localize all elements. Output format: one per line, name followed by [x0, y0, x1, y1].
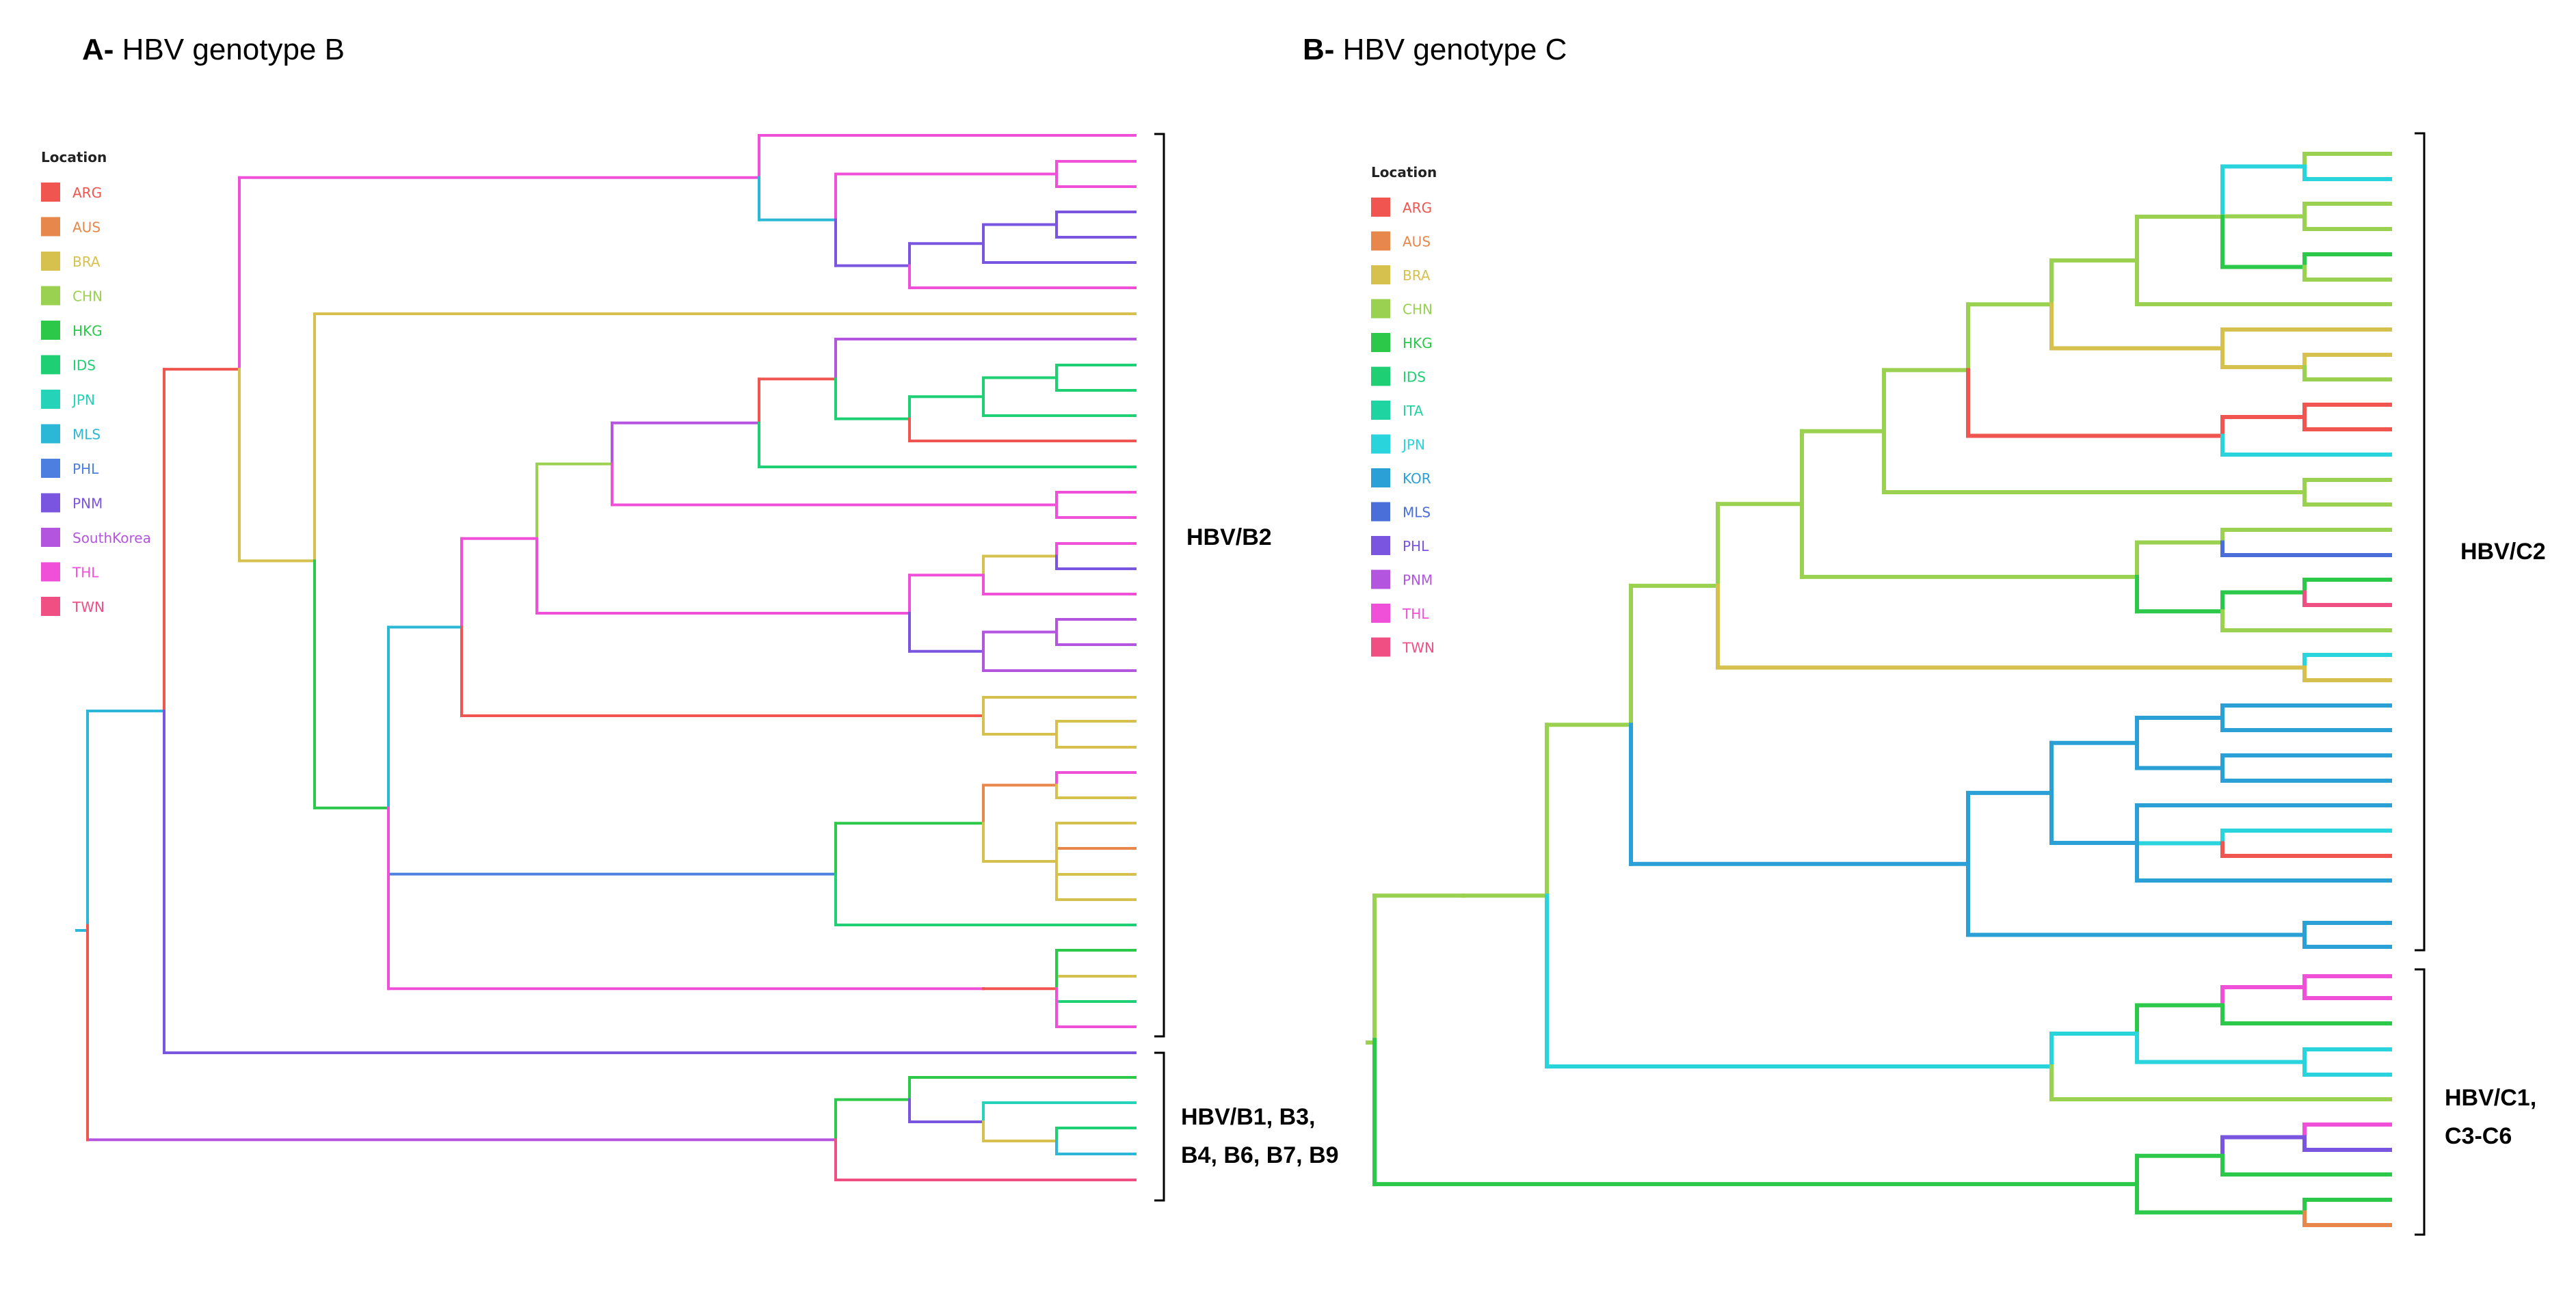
- legend-swatch: [1371, 198, 1390, 217]
- legend-a: Location ARG AUS BRA CHN HKG IDS JPN MLS PHL PNM So…: [41, 149, 151, 616]
- clade-c-other-label: C3-C6: [2445, 1123, 2512, 1149]
- panel-a-title-text: HBV genotype B: [114, 33, 345, 66]
- legend-label: HKG: [1403, 335, 1433, 351]
- clade-b-other-label: HBV/B1, B3,: [1181, 1104, 1316, 1130]
- legend-label: HKG: [72, 323, 103, 339]
- clade-b-other-bracket: [1154, 1051, 1165, 1202]
- legend-swatch: [41, 528, 60, 547]
- legend-swatch: [1371, 468, 1390, 487]
- clade-c-other-bracket: [2415, 968, 2426, 1236]
- panel-b-title: B- HBV genotype C: [1303, 33, 1567, 67]
- legend-title: Location: [1371, 164, 1437, 180]
- legend-swatch: [41, 459, 60, 478]
- legend-label: CHN: [1403, 301, 1433, 318]
- legend-label: AUS: [1403, 234, 1431, 250]
- legend-label: AUS: [72, 219, 101, 236]
- legend-swatch: [1371, 401, 1390, 420]
- legend-label: JPN: [1401, 437, 1425, 453]
- clade-c2-bracket: [2415, 132, 2426, 952]
- legend-label: MLS: [1403, 505, 1431, 521]
- legend-label: BRA: [72, 254, 101, 270]
- legend-label: IDS: [72, 358, 96, 374]
- legend-swatch: [41, 562, 60, 582]
- legend-label: PNM: [1403, 572, 1433, 589]
- legend-label: PHL: [1403, 538, 1429, 554]
- panel-b-title-text: HBV genotype C: [1334, 33, 1567, 66]
- clade-b-other-label: B4, B6, B7, B9: [1181, 1142, 1339, 1168]
- clade-brackets-b: HBV/C2 HBV/C1, C3-C6: [2415, 132, 2546, 1236]
- legend-swatch: [1371, 366, 1390, 386]
- legend-swatch: [41, 597, 60, 616]
- tree-a: [75, 134, 1137, 1181]
- legend-swatch: [1371, 333, 1390, 352]
- clade-b2-label: HBV/B2: [1186, 524, 1272, 550]
- legend-label: CHN: [72, 288, 103, 305]
- legend-swatch: [41, 321, 60, 340]
- legend-swatch: [41, 355, 60, 375]
- clade-brackets-a: HBV/B2 HBV/B1, B3, B4, B6, B7, B9: [1154, 133, 1339, 1202]
- legend-label: PHL: [72, 461, 99, 477]
- legend-title: Location: [41, 149, 107, 165]
- legend-label: PNM: [72, 496, 103, 512]
- legend-swatch: [1371, 434, 1390, 454]
- legend-swatch: [1371, 604, 1390, 623]
- clade-c2-label: HBV/C2: [2460, 539, 2546, 565]
- legend-label: BRA: [1403, 267, 1431, 284]
- legend-swatch: [41, 424, 60, 444]
- legend-swatch: [41, 217, 60, 237]
- legend-swatch: [1371, 637, 1390, 657]
- legend-label: IDS: [1403, 369, 1426, 386]
- legend-swatch: [41, 390, 60, 409]
- clade-b2-bracket: [1154, 133, 1165, 1038]
- legend-swatch: [1371, 536, 1390, 555]
- legend-swatch: [1371, 231, 1390, 251]
- legend-label: JPN: [71, 392, 95, 408]
- legend-label: MLS: [72, 427, 101, 443]
- clade-c-other-label: HBV/C1,: [2445, 1085, 2536, 1111]
- legend-swatch: [1371, 569, 1390, 589]
- legend-swatch: [1371, 502, 1390, 522]
- legend-label: ITA: [1403, 403, 1424, 419]
- legend-label: ARG: [72, 185, 102, 201]
- legend-swatch: [41, 493, 60, 513]
- panel-a-letter: A-: [82, 33, 114, 66]
- legend-swatch: [1371, 265, 1390, 284]
- legend-label: SouthKorea: [72, 530, 151, 546]
- legend-label: THL: [1402, 606, 1429, 622]
- legend-swatch: [1371, 299, 1390, 319]
- panel-b-letter: B-: [1303, 33, 1335, 66]
- panel-a-title: A- HBV genotype B: [82, 33, 345, 67]
- legend-label: THL: [72, 565, 99, 581]
- legend-label: TWN: [72, 599, 105, 615]
- legend-label: TWN: [1402, 640, 1435, 656]
- tree-b: [1366, 152, 2392, 1227]
- legend-b: Location ARG AUS BRA CHN HKG IDS ITA JPN KOR MLS PH…: [1371, 164, 1437, 657]
- legend-label: KOR: [1403, 470, 1431, 487]
- legend-swatch: [41, 252, 60, 271]
- legend-swatch: [41, 286, 60, 306]
- legend-label: ARG: [1403, 200, 1432, 216]
- legend-swatch: [41, 183, 60, 202]
